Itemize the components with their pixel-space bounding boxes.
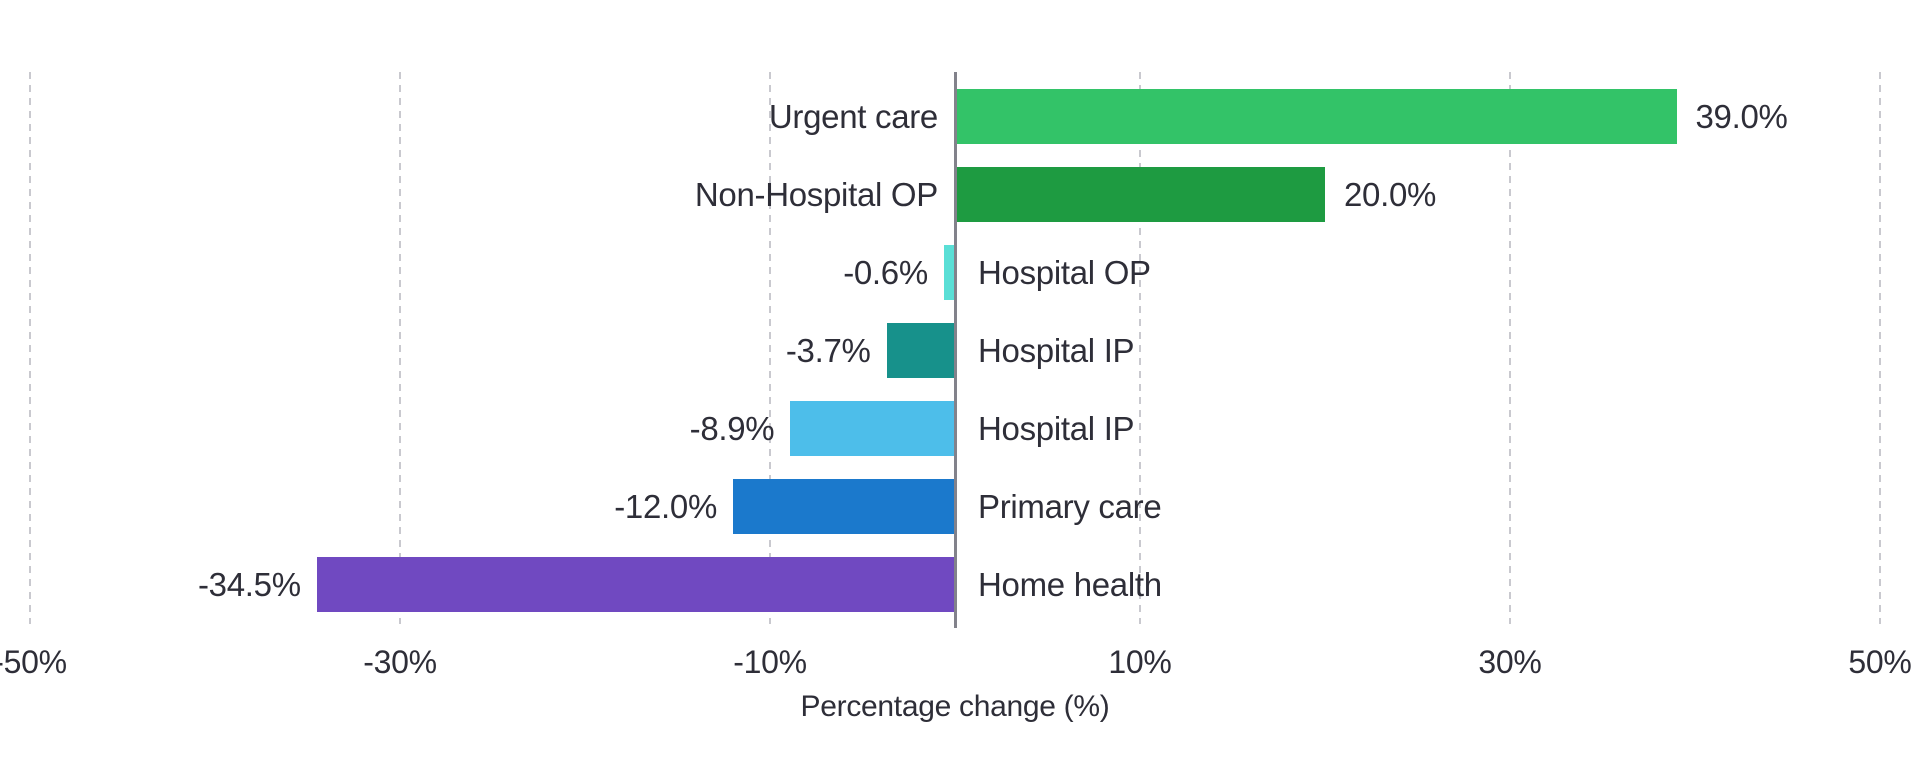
x-tick-label: 30% — [1478, 644, 1542, 680]
value-label: -3.7% — [785, 331, 871, 369]
gridline — [769, 72, 771, 624]
value-label: -34.5% — [197, 565, 301, 603]
x-tick-label: 50% — [1848, 644, 1912, 680]
x-tick-label: -50% — [0, 644, 67, 680]
gridline — [1879, 72, 1881, 624]
value-label: -0.6% — [843, 253, 928, 291]
category-label: Non-Hospital OP — [694, 175, 938, 213]
category-label: Hospital IP — [978, 331, 1135, 369]
value-label: -12.0% — [614, 487, 717, 525]
bar — [955, 167, 1325, 222]
gridline — [1139, 72, 1141, 624]
bar — [790, 401, 955, 456]
bar — [886, 323, 955, 378]
value-label: 20.0% — [1344, 175, 1437, 213]
x-tick-label: -30% — [363, 644, 437, 680]
category-label: Urgent care — [768, 97, 938, 135]
bar — [316, 557, 955, 612]
bar — [733, 479, 955, 534]
gridline — [1509, 72, 1511, 624]
bar — [955, 89, 1677, 144]
bar — [943, 245, 955, 300]
gridline — [29, 72, 31, 624]
gridline — [399, 72, 401, 624]
x-axis-title: Percentage change (%) — [800, 690, 1110, 723]
x-tick-label: 10% — [1108, 644, 1172, 680]
value-label: -8.9% — [689, 409, 775, 447]
category-label: Home health — [978, 565, 1162, 603]
category-label: Primary care — [978, 487, 1162, 525]
category-label: Hospital IP — [978, 409, 1135, 447]
value-label: 39.0% — [1695, 97, 1788, 135]
x-tick-label: -10% — [733, 644, 807, 680]
category-label: Hospital OP — [978, 253, 1151, 291]
zero-axis-line — [954, 72, 957, 628]
